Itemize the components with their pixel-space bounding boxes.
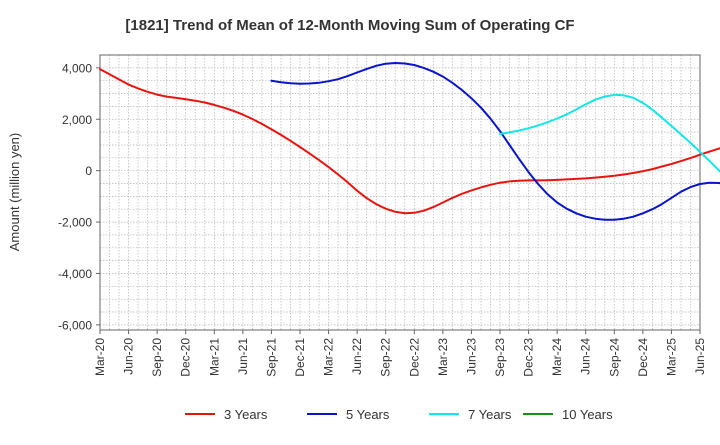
chart-title: [1821] Trend of Mean of 12-Month Moving … <box>125 17 574 34</box>
x-tick-label: Jun-23 <box>464 338 478 375</box>
x-tick-label: Mar-22 <box>322 338 336 376</box>
x-tick-label: Jun-25 <box>693 338 707 375</box>
y-tick-label: 4,000 <box>62 61 92 75</box>
x-tick-label: Dec-23 <box>522 338 536 377</box>
x-tick-label: Mar-23 <box>436 338 450 376</box>
x-tick-label: Sep-23 <box>493 338 507 377</box>
legend: 3 Years 5 Years 7 Years 10 Years <box>185 407 613 422</box>
x-tick-label: Sep-20 <box>150 338 164 377</box>
plot-frame <box>99 54 701 331</box>
y-tick-label: -6,000 <box>58 318 92 332</box>
x-tick-label: Dec-21 <box>293 338 307 377</box>
x-tick-label: Mar-20 <box>93 338 107 376</box>
legend-label-5-years: 5 Years <box>346 407 390 422</box>
y-tick-label: 0 <box>85 164 92 178</box>
x-tick-label: Sep-24 <box>607 338 621 377</box>
x-tick-label: Sep-21 <box>264 338 278 377</box>
legend-label-10-years: 10 Years <box>562 407 613 422</box>
x-tick-label: Mar-24 <box>550 338 564 376</box>
y-axis-label: Amount (million yen) <box>7 133 22 252</box>
x-tick-label: Dec-22 <box>407 338 421 377</box>
legend-label-7-years: 7 Years <box>468 407 512 422</box>
x-tick-label: Sep-22 <box>379 338 393 377</box>
x-tick-label: Mar-21 <box>207 338 221 376</box>
legend-label-3-years: 3 Years <box>224 407 268 422</box>
x-tick-label: Mar-25 <box>664 338 678 376</box>
y-tick-label: 2,000 <box>62 113 92 127</box>
x-tick-label: Jun-20 <box>122 338 136 375</box>
y-tick-label: -4,000 <box>58 267 92 281</box>
x-tick-label: Jun-22 <box>350 338 364 375</box>
series-line-7-years <box>499 93 720 173</box>
series-line-5-years <box>270 62 720 221</box>
y-tick-label: -2,000 <box>58 216 92 230</box>
series-line-3-years <box>99 68 720 215</box>
x-tick-label: Dec-24 <box>636 338 650 377</box>
x-tick-label: Dec-20 <box>179 338 193 377</box>
x-tick-label: Jun-24 <box>579 338 593 375</box>
x-tick-label: Jun-21 <box>236 338 250 375</box>
